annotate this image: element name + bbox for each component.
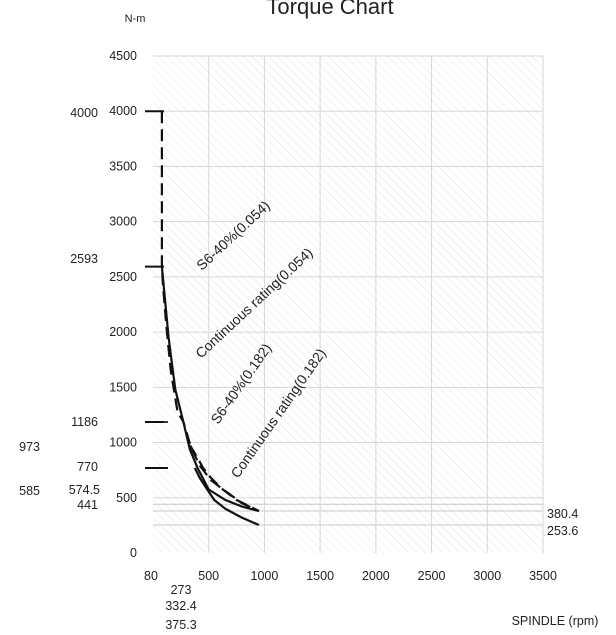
y-tick-1500: 1500	[109, 380, 137, 394]
left-label-585: 585	[19, 484, 40, 498]
chart-title: Torque Chart	[266, 0, 393, 19]
y-tick-2000: 2000	[109, 325, 137, 339]
bottom-label-332-4: 332.4	[165, 599, 196, 613]
left-label-770: 770	[77, 460, 98, 474]
series-line-3	[193, 467, 260, 527]
y-tick-2500: 2500	[109, 270, 137, 284]
x-tick-1000: 1000	[251, 569, 279, 583]
series-line-1	[160, 266, 260, 513]
left-label-441: 441	[77, 498, 98, 512]
x-tick-2000: 2000	[362, 569, 390, 583]
x-tick-3000: 3000	[473, 569, 501, 583]
y-axis-unit: N-m	[125, 13, 146, 25]
left-label-4000: 4000	[70, 106, 98, 120]
y-tick-500: 500	[116, 491, 137, 505]
bottom-label-273: 273	[171, 583, 192, 597]
left-label-973: 973	[19, 440, 40, 454]
series-lines	[160, 111, 260, 527]
y-tick-1000: 1000	[109, 436, 137, 450]
series-line-2	[189, 444, 260, 512]
bottom-label-375-3: 375.3	[165, 618, 196, 632]
x-tick-1500: 1500	[306, 569, 334, 583]
y-tick-3500: 3500	[109, 159, 137, 173]
right-label-253-6: 253.6	[547, 524, 578, 538]
x-tick-labels: 80 500 1000 1500 2000 2500 3000 3500	[144, 569, 557, 583]
y-tick-4000: 4000	[109, 104, 137, 118]
x-tick-3500: 3500	[529, 569, 557, 583]
grid-lines	[153, 55, 544, 553]
left-label-1186: 1186	[71, 415, 98, 429]
x-tick-80: 80	[144, 569, 158, 583]
y-tick-3000: 3000	[109, 215, 137, 229]
plot-area-hatch	[153, 56, 543, 553]
left-label-574-5: 574.5	[69, 483, 100, 497]
right-label-380-4: 380.4	[547, 507, 578, 521]
y-tick-4500: 4500	[109, 49, 137, 63]
x-axis-label: SPINDLE (rpm)	[512, 614, 599, 628]
left-label-2593: 2593	[70, 252, 98, 266]
y-tick-labels: 0 500 1000 1500 2000 2500 3000 3500 4000 4500	[109, 49, 137, 560]
x-tick-2500: 2500	[418, 569, 446, 583]
x-tick-500: 500	[198, 569, 219, 583]
y-tick-0: 0	[130, 546, 137, 560]
